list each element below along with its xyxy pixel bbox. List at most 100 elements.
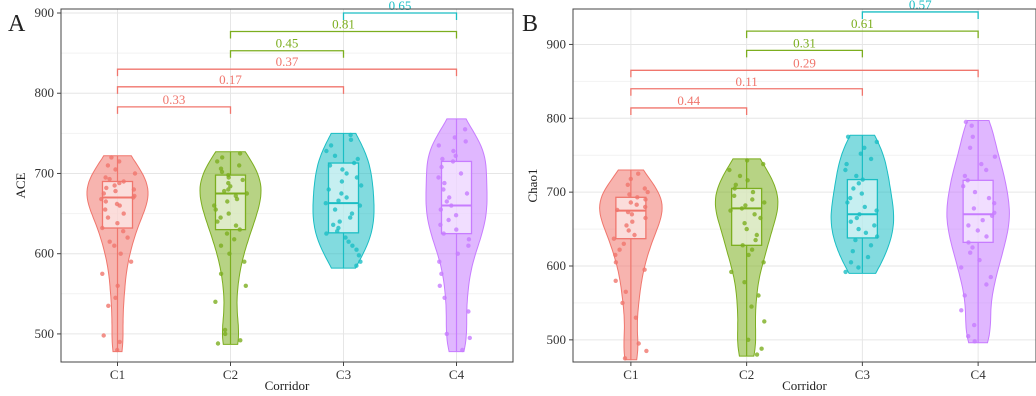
- point-c4: [452, 135, 457, 140]
- point-c2: [742, 280, 747, 285]
- point-c3: [843, 269, 848, 275]
- point-c3: [350, 243, 355, 248]
- point-c2: [752, 212, 757, 217]
- point-c1: [642, 186, 647, 191]
- point-c1: [623, 289, 628, 294]
- point-c1: [636, 171, 641, 176]
- point-c1: [636, 341, 641, 346]
- point-c3: [339, 191, 344, 196]
- point-c1: [630, 219, 635, 224]
- point-c4: [971, 206, 977, 211]
- point-c2: [212, 203, 217, 208]
- point-c4: [970, 134, 975, 139]
- y-axis-title: Chao1: [525, 169, 540, 203]
- point-c1: [100, 271, 105, 276]
- point-c1: [113, 188, 118, 194]
- x-tick-label-c4: C4: [971, 367, 987, 382]
- point-c1: [104, 185, 109, 191]
- point-c2: [237, 163, 242, 168]
- point-c1: [643, 204, 648, 210]
- point-c2: [226, 172, 231, 178]
- y-tick-label: 800: [35, 85, 55, 100]
- point-c3: [327, 163, 333, 168]
- point-c4: [441, 231, 446, 236]
- bracket-line: [861, 11, 979, 19]
- comparison-c1-c3: 0.17: [116, 72, 345, 94]
- point-c3: [874, 234, 880, 239]
- point-c4: [963, 119, 969, 125]
- point-c2: [222, 327, 228, 333]
- point-c3: [858, 151, 863, 156]
- point-c1: [644, 348, 649, 354]
- point-c4: [967, 145, 973, 150]
- point-c4: [464, 191, 470, 196]
- point-c3: [843, 167, 848, 173]
- point-c3: [348, 132, 353, 138]
- point-c1: [103, 207, 108, 212]
- x-tick-label-c2: C2: [223, 367, 238, 382]
- point-c3: [862, 204, 867, 210]
- p-value-label: 0.61: [851, 16, 874, 31]
- point-c2: [750, 197, 755, 202]
- point-c3: [854, 173, 859, 179]
- point-c3: [850, 249, 855, 254]
- bracket-line: [116, 106, 232, 114]
- point-c4: [959, 265, 964, 270]
- point-c2: [742, 221, 747, 226]
- point-c1: [99, 196, 104, 202]
- panel-label: B: [522, 11, 538, 37]
- point-c3: [336, 225, 341, 231]
- point-c4: [436, 175, 441, 180]
- bracket-line: [630, 107, 748, 115]
- point-c1: [613, 278, 618, 283]
- point-c3: [331, 222, 336, 227]
- point-c1: [132, 171, 138, 176]
- point-c1: [107, 176, 112, 182]
- point-c2: [739, 206, 745, 211]
- point-c1: [101, 191, 107, 196]
- point-c4: [454, 227, 459, 232]
- point-c3: [351, 160, 357, 166]
- point-c3: [340, 167, 345, 172]
- point-c1: [634, 202, 639, 207]
- point-c4: [437, 259, 442, 264]
- x-tick-label-c2: C2: [739, 367, 754, 382]
- violin-chart-chao1: 0.44 0.11 0.29 0.31 0.61 0.57 500 600 700 800 900 C…: [522, 0, 1036, 393]
- point-c1: [107, 239, 112, 244]
- point-c2: [743, 203, 748, 208]
- point-c3: [868, 243, 874, 248]
- point-c3: [865, 254, 871, 260]
- point-c2: [740, 243, 745, 248]
- point-c4: [466, 237, 472, 242]
- point-c3: [856, 181, 861, 186]
- y-axis-title: ACE: [13, 172, 28, 198]
- point-c2: [732, 186, 737, 191]
- point-c2: [237, 227, 242, 232]
- box-c1: [615, 196, 647, 240]
- point-c1: [625, 209, 631, 215]
- bracket-line: [745, 49, 864, 58]
- y-tick-label: 800: [547, 110, 567, 125]
- point-c3: [354, 247, 359, 252]
- point-c2: [215, 219, 220, 224]
- point-c3: [344, 171, 349, 176]
- point-c4: [975, 228, 980, 233]
- point-c1: [611, 236, 617, 241]
- point-c2: [237, 151, 243, 156]
- point-c4: [984, 282, 989, 287]
- point-c1: [622, 356, 628, 361]
- point-c1: [109, 155, 114, 160]
- point-c2: [728, 208, 733, 213]
- point-c3: [856, 226, 861, 232]
- bracket-line: [229, 30, 458, 39]
- point-c1: [117, 159, 122, 164]
- point-c3: [324, 148, 329, 154]
- comparison-c1-c3: 0.11: [630, 74, 864, 96]
- point-c4: [442, 295, 447, 300]
- point-c4: [436, 143, 441, 148]
- point-c4: [966, 240, 971, 245]
- point-c3: [872, 223, 877, 228]
- point-c2: [218, 243, 224, 248]
- point-c3: [854, 215, 859, 221]
- point-c3: [332, 207, 338, 212]
